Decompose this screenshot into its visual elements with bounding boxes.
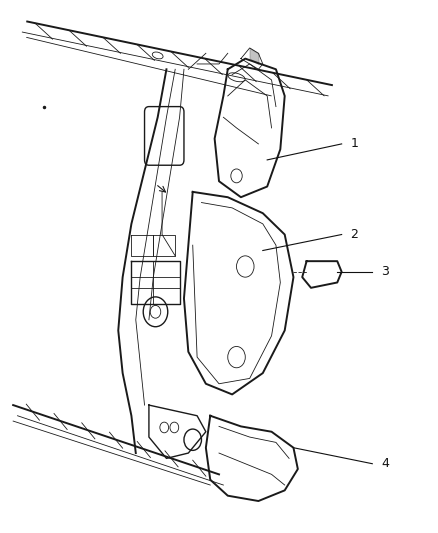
Text: 3: 3 bbox=[381, 265, 389, 278]
Text: 1: 1 bbox=[350, 138, 358, 150]
Text: 4: 4 bbox=[381, 457, 389, 470]
Text: 2: 2 bbox=[350, 228, 358, 241]
